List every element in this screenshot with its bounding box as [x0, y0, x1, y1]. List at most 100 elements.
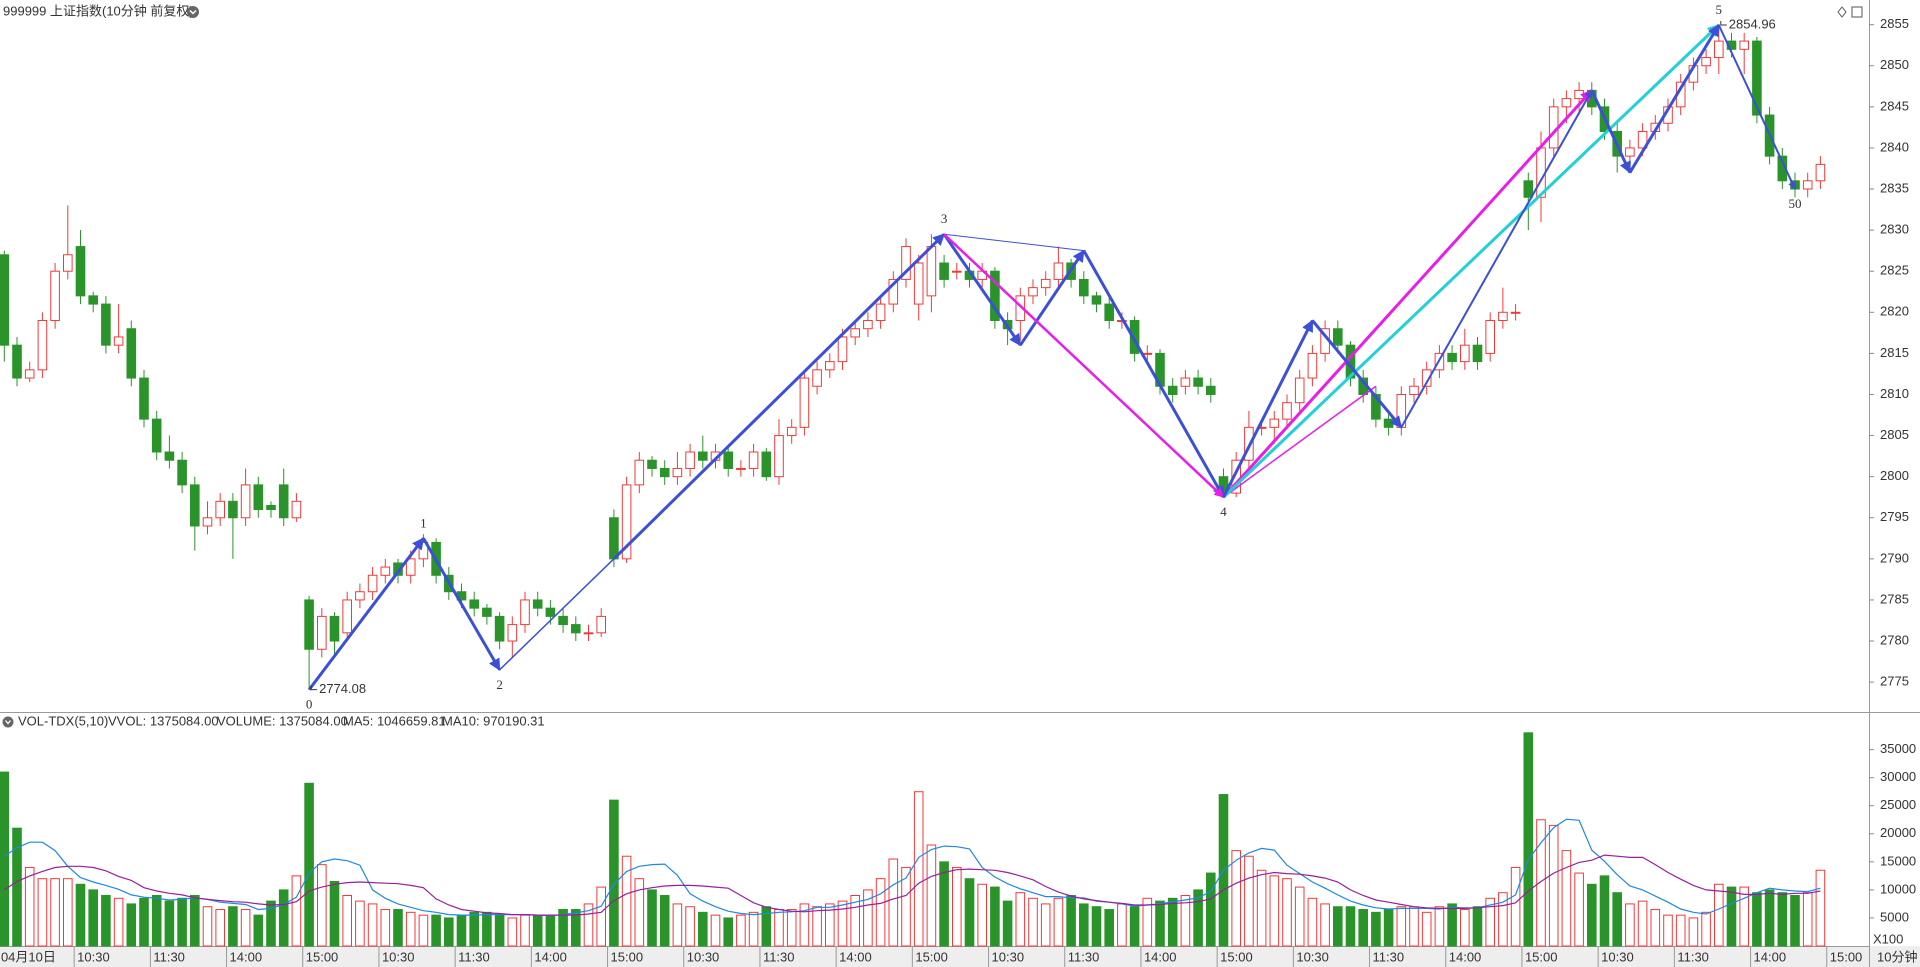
volume-bar	[1040, 903, 1051, 947]
candle-body	[659, 467, 670, 478]
x-tick-label: 15:00	[915, 949, 948, 964]
candle-body	[1625, 147, 1635, 157]
volume-bar	[215, 909, 225, 947]
x-tick-label: 15:00	[1525, 949, 1558, 964]
volume-bar	[698, 911, 708, 947]
candle-body	[1777, 155, 1788, 182]
candle-body	[126, 328, 137, 379]
wave-line	[1222, 319, 1314, 498]
candle-body	[990, 270, 1000, 322]
volume-bar	[825, 903, 835, 947]
wave-label: 50	[1789, 196, 1802, 211]
layout-icon[interactable]	[1851, 6, 1863, 18]
candle-body	[952, 270, 962, 273]
x-tick-label: 11:30	[1068, 949, 1100, 964]
indicator-menu-icon[interactable]	[2, 716, 14, 728]
volume-bar	[977, 883, 988, 947]
x-tick-label: 10:30	[1601, 949, 1634, 964]
volume-bar	[520, 914, 530, 947]
candle-body	[88, 295, 99, 305]
y-tick-label: 2775	[1880, 674, 1909, 689]
volume-bar	[113, 897, 124, 947]
x-tick-label: 10:30	[1296, 949, 1329, 964]
wave-line	[1222, 89, 1593, 499]
candle-body	[367, 574, 378, 593]
candle-body	[380, 566, 391, 576]
candle-body	[202, 517, 213, 527]
y-tick-label: 15000	[1880, 853, 1916, 868]
wave-line	[1400, 89, 1593, 428]
wave-label: 0	[306, 697, 313, 712]
volume-bar	[799, 903, 810, 947]
candle-body	[875, 303, 886, 322]
volume-bar	[1066, 895, 1076, 947]
title-menu-icon[interactable]	[187, 6, 199, 18]
volume-bar	[1142, 897, 1153, 947]
volume-bar	[266, 900, 276, 947]
y-tick-label: 2850	[1880, 57, 1909, 72]
wave-line	[612, 233, 946, 560]
volume-bar	[1104, 909, 1115, 947]
y-tick-label: 2780	[1880, 632, 1909, 647]
candle-body	[1752, 40, 1762, 116]
volume-bar	[634, 878, 645, 947]
volume-bar	[596, 886, 607, 947]
wave-label: 2	[496, 677, 503, 692]
volume-bar	[1714, 883, 1724, 947]
volume-bar	[1358, 909, 1369, 947]
volume-bar	[1498, 892, 1508, 947]
candle-body	[583, 632, 594, 635]
volume-bar	[304, 782, 314, 947]
candle-body	[24, 369, 35, 379]
wave-line	[1082, 249, 1225, 499]
candle-body	[1714, 40, 1724, 59]
x-tick-label: 15:00	[306, 949, 339, 964]
wave-line	[307, 537, 425, 691]
y-tick-label: 35000	[1880, 741, 1916, 756]
volume-bar	[1396, 906, 1407, 947]
candle-body	[1053, 262, 1064, 280]
wave-label: 1	[420, 515, 427, 530]
candle-body	[1574, 89, 1584, 100]
candle-body	[75, 246, 86, 297]
volume-bar	[1574, 872, 1584, 947]
volume-bar	[1434, 906, 1445, 947]
candle-body	[253, 484, 264, 511]
volume-bar	[418, 914, 429, 947]
candle-body	[736, 467, 746, 470]
volume-bar	[1028, 897, 1038, 947]
volume-bar	[647, 889, 657, 947]
x-tick-label: 14:00	[230, 949, 263, 964]
volume-bar	[1599, 875, 1610, 947]
candle-body	[901, 246, 911, 280]
candle-body	[634, 459, 645, 486]
candle-body	[1180, 377, 1191, 387]
volume-bar	[177, 897, 187, 947]
candle-body	[647, 459, 657, 469]
x-tick-label: 15:00	[1830, 949, 1863, 964]
candle-body	[1637, 130, 1648, 149]
draw-tool-icon[interactable]	[1837, 6, 1847, 18]
volume-bar	[1752, 892, 1762, 947]
y-tick-label: 2810	[1880, 386, 1909, 401]
period-label: 10分钟	[1877, 949, 1917, 964]
volume-bar	[164, 900, 175, 947]
volume-bar	[913, 791, 924, 947]
candle-body	[164, 451, 175, 461]
indicator-name: VOL-TDX(5,10)	[18, 713, 108, 728]
candle-body	[1142, 352, 1153, 355]
volume-bar	[609, 799, 619, 947]
volume-bar	[837, 900, 848, 947]
candle-body	[761, 451, 772, 478]
indicator-value: MA10: 970190.31	[442, 713, 545, 728]
candle-body	[545, 607, 556, 617]
y-tick-label: 2840	[1880, 139, 1909, 154]
candle-body	[621, 484, 632, 560]
candle-body	[494, 615, 505, 642]
y-tick-label: 5000	[1880, 909, 1909, 924]
volume-bar	[1612, 892, 1623, 947]
x-tick-label: 14:00	[534, 949, 567, 964]
volume-bar	[939, 861, 949, 947]
volume-bar	[1206, 872, 1216, 947]
